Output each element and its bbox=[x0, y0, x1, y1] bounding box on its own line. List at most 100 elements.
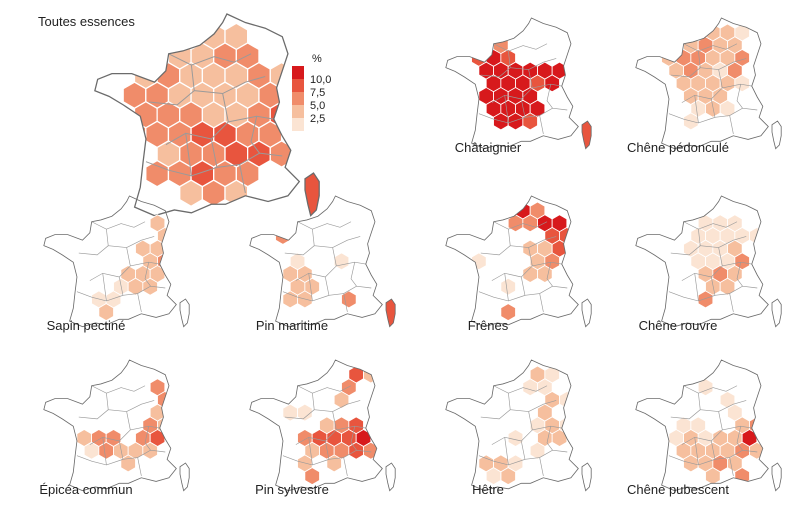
legend-swatch bbox=[292, 105, 304, 118]
hex-cell bbox=[282, 214, 298, 233]
hex-grid bbox=[471, 201, 575, 322]
hex-cell bbox=[98, 303, 114, 322]
hex-cell bbox=[493, 112, 509, 131]
map-label: Frênes bbox=[468, 318, 509, 333]
hex-cell bbox=[734, 467, 750, 486]
hex-cell bbox=[749, 226, 765, 245]
legend-swatch bbox=[292, 66, 304, 79]
map-label: Chêne pubescent bbox=[627, 482, 729, 497]
hex-cell bbox=[559, 390, 575, 409]
corsica bbox=[304, 172, 320, 217]
hex-grid bbox=[668, 378, 765, 486]
map-label: Chêne pédonculé bbox=[627, 140, 729, 155]
corsica bbox=[385, 298, 396, 328]
hex-grid bbox=[471, 36, 568, 131]
hex-cell bbox=[719, 99, 736, 118]
hex-cell bbox=[719, 277, 736, 296]
legend-tick: 10,0 bbox=[310, 74, 331, 86]
map-label: Pin maritime bbox=[256, 318, 328, 333]
hex-cell bbox=[478, 36, 494, 55]
legend-swatch bbox=[292, 92, 304, 105]
hex-cell bbox=[145, 42, 170, 70]
map-label: Épicéa commun bbox=[39, 482, 132, 497]
hex-cell bbox=[697, 290, 714, 309]
legend-tick: 5,0 bbox=[310, 100, 325, 112]
main-title: Toutes essences bbox=[38, 14, 135, 29]
legend: % 10,07,55,02,5 bbox=[292, 53, 331, 131]
corsica bbox=[179, 462, 190, 492]
map-label: Hêtre bbox=[472, 482, 504, 497]
hex-cell bbox=[179, 179, 204, 208]
corsica bbox=[771, 120, 782, 150]
hex-cell bbox=[326, 454, 342, 473]
hex-cell bbox=[304, 467, 320, 486]
map-pin-sylvestre bbox=[249, 359, 396, 492]
hex-grid bbox=[478, 365, 575, 486]
hex-cell bbox=[683, 454, 699, 473]
hex-cell bbox=[297, 403, 313, 422]
legend-unit: % bbox=[312, 53, 322, 65]
hex-cell bbox=[544, 74, 560, 93]
hex-grid bbox=[683, 214, 765, 309]
hex-cell bbox=[537, 265, 553, 283]
corsica bbox=[771, 462, 782, 492]
map-sapin-pectine bbox=[43, 195, 190, 328]
hex-cell bbox=[500, 303, 516, 322]
map-epicea-commun bbox=[43, 359, 190, 492]
hex-cell bbox=[500, 277, 516, 296]
legend-tick: 2,5 bbox=[310, 113, 325, 125]
hex-cell bbox=[705, 467, 721, 486]
hex-cell bbox=[120, 454, 136, 473]
map-label: Châtaignier bbox=[455, 140, 522, 155]
hex-cell bbox=[551, 429, 568, 447]
hex-cell bbox=[341, 290, 357, 309]
hex-cell bbox=[297, 290, 313, 309]
corsica bbox=[581, 462, 592, 492]
hex-cell bbox=[145, 159, 170, 188]
hex-cell bbox=[83, 441, 100, 460]
france-outline bbox=[249, 195, 383, 328]
map-pin-maritime bbox=[249, 195, 396, 328]
hex-cell bbox=[282, 403, 298, 422]
hex-cell bbox=[485, 467, 502, 486]
hex-cell bbox=[522, 378, 538, 397]
corsica bbox=[581, 298, 592, 328]
map-toutes-essences bbox=[94, 13, 320, 217]
map-chene-pubescent bbox=[635, 359, 782, 492]
hex-cell bbox=[683, 112, 699, 131]
corsica bbox=[581, 120, 592, 150]
hex-cell bbox=[201, 179, 226, 208]
map-label: Pin sylvestre bbox=[255, 482, 329, 497]
map-hetre bbox=[445, 359, 592, 492]
hex-cell bbox=[282, 290, 298, 309]
legend-swatch bbox=[292, 79, 304, 92]
hex-cell bbox=[529, 441, 546, 460]
hex-cell bbox=[507, 429, 524, 447]
hex-grid bbox=[282, 365, 379, 486]
hex-cell bbox=[668, 36, 684, 55]
map-chene-rouvre bbox=[635, 195, 782, 328]
hex-cell bbox=[98, 441, 114, 460]
hex-cell bbox=[705, 99, 721, 118]
map-label: Sapin pectiné bbox=[47, 318, 126, 333]
map-frenes bbox=[445, 195, 592, 328]
legend-swatch bbox=[292, 118, 304, 131]
hex-cell bbox=[522, 214, 538, 233]
hex-grid bbox=[76, 378, 173, 473]
map-label: Chêne rouvre bbox=[639, 318, 718, 333]
hex-cell bbox=[507, 112, 524, 131]
hex-cell bbox=[333, 390, 350, 409]
hex-cell bbox=[333, 252, 350, 271]
corsica bbox=[385, 462, 396, 492]
map-chataignier bbox=[445, 17, 592, 150]
hex-grid bbox=[91, 214, 173, 322]
hex-grid bbox=[122, 22, 294, 208]
hex-grid bbox=[661, 23, 750, 131]
corsica bbox=[771, 298, 782, 328]
hex-cell bbox=[734, 74, 750, 93]
legend-tick: 7,5 bbox=[310, 87, 325, 99]
hex-cell bbox=[522, 112, 538, 131]
map-chene-pedoncule bbox=[635, 17, 782, 150]
corsica bbox=[179, 298, 190, 328]
